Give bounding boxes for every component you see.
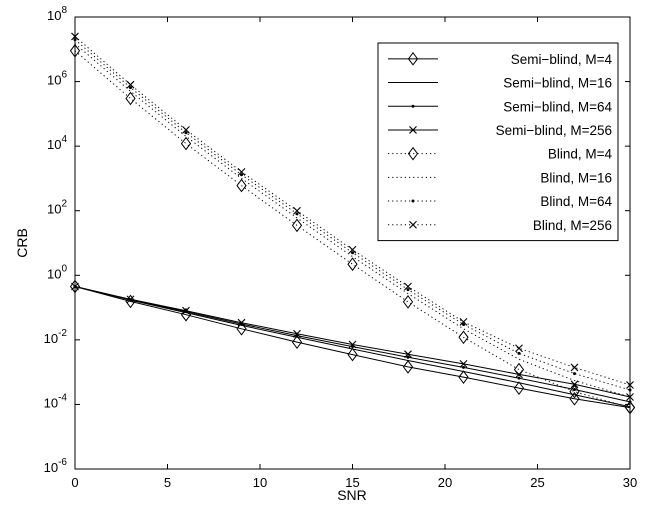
data-point xyxy=(291,218,303,233)
series-7 xyxy=(73,38,632,392)
data-point xyxy=(402,295,414,309)
data-point xyxy=(402,360,414,374)
data-point xyxy=(513,362,525,377)
legend-marker xyxy=(409,126,417,134)
data-point xyxy=(236,178,247,193)
data-point xyxy=(182,125,190,134)
x-tick-label: 5 xyxy=(164,475,171,490)
data-point xyxy=(570,363,579,372)
x-tick-label: 30 xyxy=(623,475,637,490)
data-point xyxy=(573,387,576,391)
data-point xyxy=(462,322,465,326)
data-point xyxy=(129,86,132,90)
series-8 xyxy=(71,32,634,389)
legend-item: Blind, M=64 xyxy=(388,194,612,209)
data-point xyxy=(184,131,188,135)
legend-label: Blind, M=16 xyxy=(540,170,612,185)
legend-box xyxy=(377,42,619,242)
tick-layer: 0 5 10 15 20 25 30 10-6 10-4 10-2 100 102 104 106 108 xyxy=(44,5,638,490)
legend-item: Semi−blind, M=256 xyxy=(388,123,612,138)
data-point xyxy=(513,381,525,395)
legend: Semi−blind, M=4 Semi−blind, M=16 Semi−blin… xyxy=(377,42,619,242)
y-tick-label: 102 xyxy=(47,199,67,217)
data-point xyxy=(573,372,576,376)
data-point xyxy=(182,306,190,315)
data-point xyxy=(348,340,357,349)
data-point xyxy=(125,91,136,106)
legend-marker xyxy=(411,199,415,203)
legend-item: Blind, M=256 xyxy=(388,218,612,233)
y-tick-label: 10-2 xyxy=(44,328,68,346)
legend-label: Semi−blind, M=64 xyxy=(503,99,612,114)
data-point xyxy=(180,136,192,151)
legend-label: Semi−blind, M=16 xyxy=(503,76,612,91)
x-tick-label: 0 xyxy=(71,475,78,490)
series-line xyxy=(74,286,631,409)
series-5 xyxy=(69,43,636,415)
data-point xyxy=(351,251,354,255)
data-point xyxy=(570,380,579,389)
y-tick-label: 10-4 xyxy=(44,392,68,410)
y-tick-label: 10-6 xyxy=(44,457,68,475)
series-line xyxy=(74,286,631,408)
data-point xyxy=(293,206,301,215)
legend-item: Blind, M=16 xyxy=(388,170,612,185)
legend-marker xyxy=(411,104,415,108)
legend-label: Semi−blind, M=256 xyxy=(496,123,612,138)
legend-label: Semi−blind, M=4 xyxy=(511,52,613,67)
data-point xyxy=(126,80,135,89)
data-point xyxy=(237,318,246,327)
series-layer xyxy=(69,32,636,415)
legend-label: Blind, M=64 xyxy=(540,194,612,209)
data-point xyxy=(404,350,412,359)
legend-item: Semi−blind, M=4 xyxy=(388,52,612,67)
data-point xyxy=(404,282,412,291)
data-point xyxy=(459,318,468,326)
y-tick-label: 108 xyxy=(47,5,67,23)
data-point xyxy=(348,245,357,254)
legend-item: Semi−blind, M=64 xyxy=(388,99,612,114)
legend-marker xyxy=(409,220,417,229)
legend-marker xyxy=(407,146,419,161)
y-tick-label: 104 xyxy=(47,134,67,152)
series-line xyxy=(74,36,631,386)
data-point xyxy=(347,347,358,362)
x-tick-label: 25 xyxy=(530,475,544,490)
legend-item: Semi−blind, M=16 xyxy=(388,76,612,91)
data-point xyxy=(569,391,580,406)
data-point xyxy=(458,330,469,345)
data-point xyxy=(236,321,247,336)
data-point xyxy=(126,295,135,304)
legend-marker xyxy=(407,52,419,66)
legend-label: Blind, M=256 xyxy=(533,218,612,233)
x-tick-label: 15 xyxy=(345,475,359,490)
x-axis-label: SNR xyxy=(337,487,367,503)
y-tick-label: 100 xyxy=(47,263,67,281)
data-point xyxy=(515,344,523,353)
data-point xyxy=(462,365,465,369)
data-point xyxy=(293,329,301,338)
data-point xyxy=(240,173,243,177)
data-point xyxy=(569,384,580,399)
data-point xyxy=(347,257,358,272)
data-point xyxy=(458,370,469,384)
data-point xyxy=(406,355,410,359)
series-line xyxy=(74,50,631,409)
data-point xyxy=(517,351,521,355)
legend-label: Blind, M=4 xyxy=(548,147,613,162)
data-point xyxy=(517,376,521,380)
data-point xyxy=(237,167,246,176)
x-tick-label: 10 xyxy=(253,475,267,490)
x-tick-label: 20 xyxy=(438,475,452,490)
legend-item: Blind, M=4 xyxy=(388,147,612,162)
y-axis-label: CRB xyxy=(14,228,30,258)
series-2 xyxy=(74,286,631,408)
data-point xyxy=(295,212,299,216)
data-point xyxy=(406,288,410,292)
y-tick-label: 106 xyxy=(47,70,67,88)
data-point xyxy=(459,360,468,368)
data-point xyxy=(291,335,303,349)
